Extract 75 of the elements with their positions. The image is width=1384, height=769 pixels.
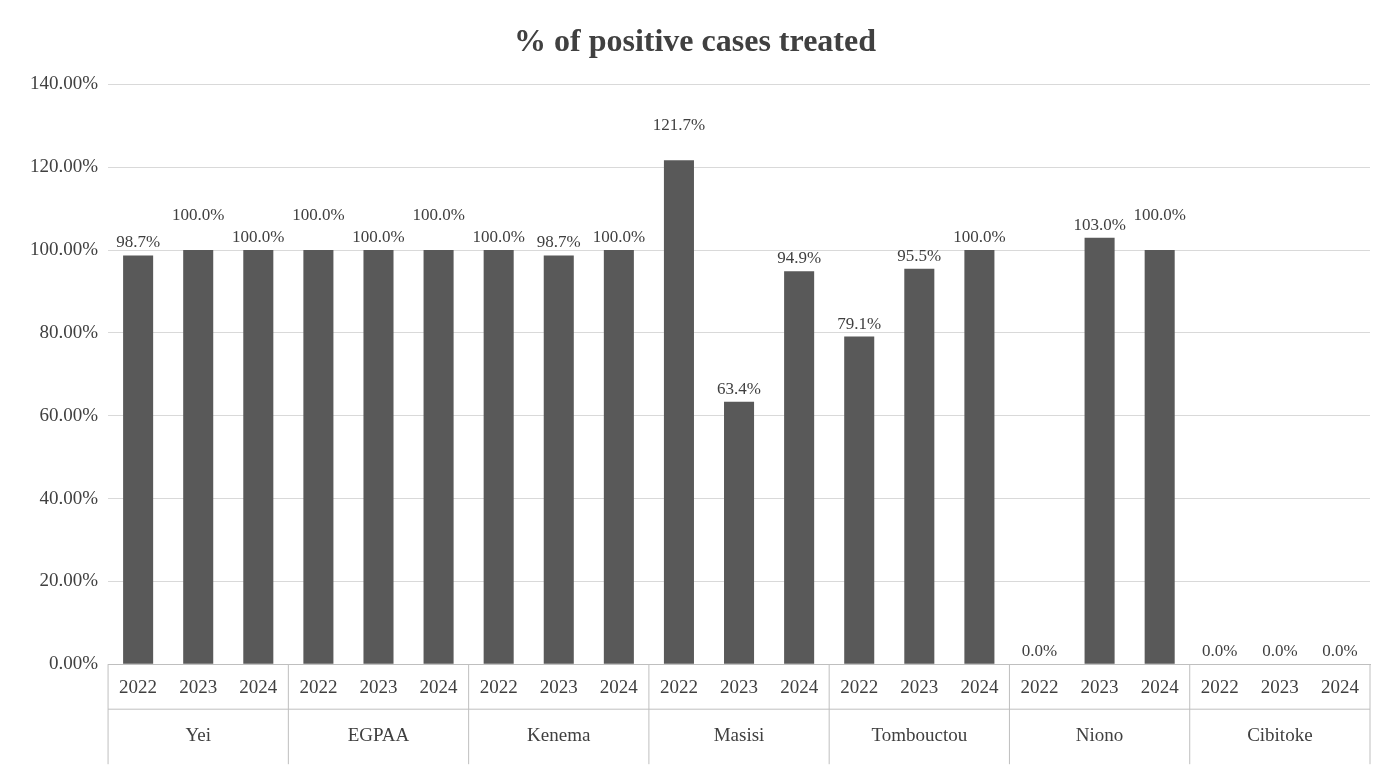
y-tick-label: 120.00% [30, 155, 99, 177]
bar [964, 250, 995, 664]
data-label: 100.0% [232, 227, 285, 247]
bar [663, 160, 694, 664]
x-tick-label: 2022 [119, 675, 158, 697]
data-label: 0.0% [1202, 641, 1238, 661]
x-tick-label: 2023 [1080, 675, 1119, 697]
x-tick-label: 2022 [299, 675, 338, 697]
bar [243, 250, 274, 664]
x-tick-label: 2024 [599, 675, 639, 697]
bar [543, 255, 574, 664]
x-tick-label: 2023 [539, 675, 578, 697]
bar [1084, 237, 1115, 664]
bar [724, 401, 755, 664]
bar [483, 250, 514, 664]
x-tick-label: 2024 [419, 675, 459, 697]
x-tick-label: 2023 [179, 675, 218, 697]
data-label: 95.5% [897, 245, 942, 265]
text: Cibitoke [1247, 724, 1313, 746]
x-tick-label: 2022 [479, 675, 518, 697]
text: Yei [185, 724, 211, 746]
bar [904, 268, 935, 664]
bar [784, 271, 815, 664]
data-label: 100.0% [472, 227, 525, 247]
y-tick-label: 140.00% [30, 72, 99, 94]
bar [363, 250, 394, 664]
data-label: 94.9% [777, 248, 822, 268]
y-tick-label: 0.00% [49, 652, 99, 674]
x-tick-label: 2024 [960, 675, 999, 697]
x-tick-label: 2024 [780, 675, 819, 697]
y-tick-label: 80.00% [39, 320, 99, 342]
data-label: 100.0% [412, 205, 465, 225]
y-tick-label: 40.00% [39, 486, 99, 508]
x-tick-label: 2022 [1020, 675, 1059, 697]
text: Kenema [527, 724, 591, 746]
x-tick-label: 2023 [900, 675, 939, 697]
bar [123, 255, 154, 664]
data-label: 100.0% [1133, 205, 1186, 225]
bar [183, 250, 214, 664]
data-label: 100.0% [292, 205, 345, 225]
data-label: 121.7% [652, 115, 706, 135]
data-label: 63.4% [717, 378, 761, 398]
data-label: 100.0% [172, 205, 225, 225]
x-tick-label: 2024 [1320, 675, 1360, 697]
data-label: 98.7% [536, 232, 581, 252]
data-label: 0.0% [1322, 641, 1358, 661]
x-tick-label: 2023 [359, 675, 398, 697]
text: Masisi [713, 724, 765, 746]
y-tick-label: 20.00% [39, 569, 99, 591]
data-label: 98.7% [116, 232, 161, 252]
x-tick-label: 2023 [1260, 675, 1299, 697]
data-label: 100.0% [352, 227, 405, 247]
chart-title: % of positive cases treated [514, 22, 877, 59]
y-tick-label: 60.00% [39, 403, 99, 425]
data-label: 0.0% [1262, 641, 1298, 661]
text: Niono [1075, 724, 1124, 746]
bar [1144, 250, 1175, 664]
text: EGPAA [347, 724, 410, 746]
data-label: 100.0% [592, 227, 646, 247]
bar [303, 250, 334, 664]
x-tick-label: 2024 [1140, 675, 1180, 697]
text: Tombouctou [871, 724, 968, 746]
y-tick-label: 100.00% [30, 238, 99, 260]
x-tick-label: 2022 [840, 675, 879, 697]
bar [844, 336, 875, 664]
x-tick-label: 2022 [659, 675, 698, 697]
x-tick-label: 2023 [720, 675, 759, 697]
data-label: 100.0% [953, 227, 1006, 247]
x-tick-label: 2024 [239, 675, 278, 697]
bar [423, 250, 454, 664]
data-label: 79.1% [837, 313, 882, 333]
x-tick-label: 2022 [1200, 675, 1239, 697]
bar [603, 250, 634, 664]
data-label: 103.0% [1073, 214, 1126, 234]
data-label: 0.0% [1021, 641, 1058, 661]
